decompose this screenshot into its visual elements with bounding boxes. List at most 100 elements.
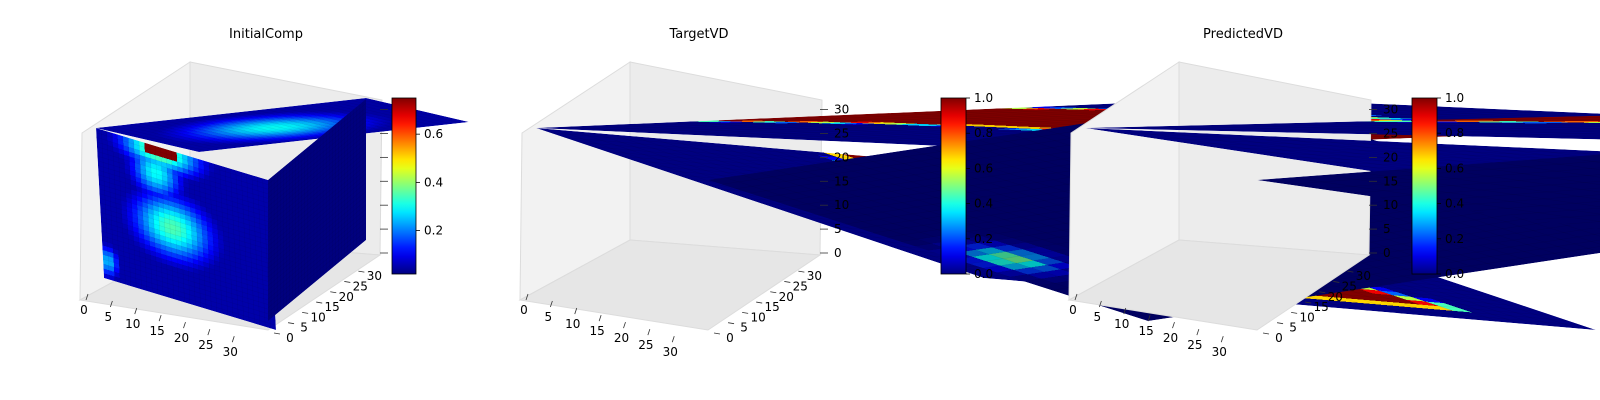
x-tick xyxy=(109,300,113,308)
x-tick-label: 30 xyxy=(223,345,238,359)
y-tick-label: 30 xyxy=(1356,269,1371,283)
x-tick-label: 15 xyxy=(589,324,604,338)
x-tick xyxy=(134,307,138,315)
panel-InitialComp: InitialComp0510152025300510152025300.20.… xyxy=(78,27,469,359)
y-tick xyxy=(713,332,721,335)
y-tick-label: 5 xyxy=(740,321,748,335)
colorbar-tick-label: 0.6 xyxy=(1445,161,1464,175)
colorbar-tick-label: 0.6 xyxy=(974,161,993,175)
x-tick-label: 20 xyxy=(174,331,189,345)
floor-pane xyxy=(1067,239,1371,331)
x-tick-label: 30 xyxy=(663,345,678,359)
x-tick-label: 25 xyxy=(638,338,653,352)
z-tick-label: 30 xyxy=(1383,103,1398,117)
z-tick-label: 30 xyxy=(834,103,849,117)
colorbar-gradient xyxy=(391,97,417,275)
y-tick-label: 0 xyxy=(726,331,734,345)
y-tick xyxy=(1276,322,1284,325)
x-tick xyxy=(1074,293,1078,301)
x-tick-label: 5 xyxy=(545,310,553,324)
y-tick xyxy=(770,291,777,294)
y-tick-label: 10 xyxy=(750,310,765,324)
x-tick xyxy=(207,329,211,336)
y-tick-label: 5 xyxy=(1289,321,1297,335)
y-tick xyxy=(1291,311,1298,314)
x-tick xyxy=(1123,307,1127,315)
y-tick xyxy=(784,281,791,283)
y-tick-label: 10 xyxy=(310,310,325,324)
colorbar-tick-label: 0.4 xyxy=(424,175,443,189)
z-tick-label: 25 xyxy=(1383,126,1398,140)
z-tick-label: 10 xyxy=(1383,198,1398,212)
y-tick-label: 5 xyxy=(300,321,308,335)
x-tick-label: 5 xyxy=(105,310,113,324)
y-tick-label: 15 xyxy=(765,300,780,314)
z-tick-label: 10 xyxy=(834,198,849,212)
chart-title: PredictedVD xyxy=(1203,27,1283,42)
z-tick-label: 20 xyxy=(1383,150,1398,164)
colorbar-tick-label: 0.0 xyxy=(1445,267,1464,281)
x-tick xyxy=(574,307,578,315)
colorbar: 0.0 0.2 0.4 0.6 0.8 1.0 xyxy=(1411,91,1464,281)
y-tick xyxy=(742,311,749,314)
x-tick xyxy=(231,336,235,343)
x-tick xyxy=(85,293,89,301)
x-tick xyxy=(598,314,602,322)
x-tick-label: 10 xyxy=(125,317,140,331)
x-tick xyxy=(1147,314,1151,322)
floor-pane xyxy=(518,239,822,331)
y-tick xyxy=(302,311,309,314)
x-tick xyxy=(158,314,162,322)
x-tick xyxy=(525,293,529,301)
y-tick xyxy=(330,291,337,294)
chart-title: TargetVD xyxy=(668,27,728,42)
colorbar-gradient xyxy=(940,97,967,275)
x-tick-label: 0 xyxy=(1069,303,1077,317)
colorbar-tick-label: 1.0 xyxy=(1445,91,1464,105)
y-tick xyxy=(1262,332,1270,335)
colorbar-tick-label: 0.6 xyxy=(424,127,443,141)
x-tick-label: 25 xyxy=(1187,338,1202,352)
x-tick xyxy=(1172,321,1175,329)
colorbar-tick-label: 0.4 xyxy=(974,197,993,211)
z-tick-label: 0 xyxy=(1383,246,1391,260)
x-tick xyxy=(1098,300,1102,308)
x-tick-label: 0 xyxy=(80,303,88,317)
x-tick xyxy=(623,321,626,329)
x-tick xyxy=(1220,336,1224,343)
colorbar-tick-label: 0.8 xyxy=(1445,126,1464,140)
y-tick xyxy=(798,270,805,273)
colorbar-tick-label: 1.0 xyxy=(974,91,993,105)
z-tick-label: 15 xyxy=(834,174,849,188)
x-tick xyxy=(549,300,553,308)
y-tick-label: 25 xyxy=(793,279,808,293)
colorbar-tick-label: 0.2 xyxy=(424,224,443,238)
x-tick xyxy=(1196,329,1200,336)
y-tick xyxy=(1319,291,1326,294)
z-tick-label: 5 xyxy=(834,222,842,236)
y-tick-label: 20 xyxy=(779,290,794,304)
y-tick-label: 25 xyxy=(353,279,368,293)
colorbar: 0.0 0.2 0.4 0.6 0.8 1.0 xyxy=(940,91,993,281)
z-tick-label: 5 xyxy=(1383,222,1391,236)
y-tick xyxy=(756,301,763,304)
chart-title: InitialComp xyxy=(229,27,303,42)
y-tick-label: 30 xyxy=(367,269,382,283)
y-tick xyxy=(727,322,735,325)
y-tick-label: 20 xyxy=(339,290,354,304)
y-tick-label: 10 xyxy=(1299,310,1314,324)
x-tick-label: 10 xyxy=(1114,317,1129,331)
colorbar-tick-label: 0.2 xyxy=(1445,232,1464,246)
colorbar-tick-label: 0.0 xyxy=(974,267,993,281)
y-tick xyxy=(273,332,281,335)
z-tick-label: 0 xyxy=(834,246,842,260)
y-tick-label: 0 xyxy=(1275,331,1283,345)
x-tick-label: 30 xyxy=(1212,345,1227,359)
x-tick-label: 20 xyxy=(1163,331,1178,345)
y-tick xyxy=(1333,281,1340,283)
y-tick-label: 15 xyxy=(1314,300,1329,314)
z-tick-label: 20 xyxy=(834,150,849,164)
y-tick xyxy=(1305,301,1312,304)
y-tick-label: 25 xyxy=(1342,279,1357,293)
z-tick-label: 25 xyxy=(834,126,849,140)
